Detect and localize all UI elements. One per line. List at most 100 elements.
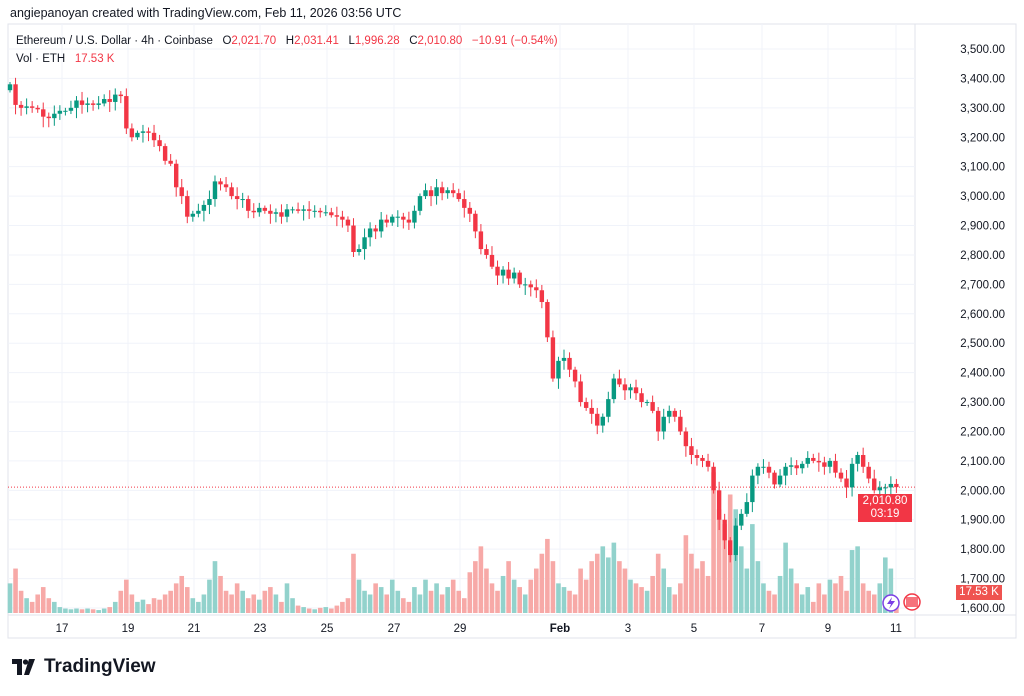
candle-body	[101, 99, 107, 104]
candle-body	[689, 446, 694, 456]
volume-bar	[345, 598, 351, 613]
volume-bar	[888, 568, 894, 613]
candle-body	[412, 210, 417, 223]
volume-bar	[672, 594, 678, 613]
candle-body	[428, 190, 434, 197]
volume-bar	[822, 594, 827, 613]
candle-body	[628, 387, 633, 391]
candle-body	[373, 228, 378, 232]
y-tick-label: 2,200.00	[960, 426, 1005, 438]
symbol-title[interactable]: Ethereum / U.S. Dollar · 4h · Coinbase	[16, 35, 213, 47]
candle-body	[517, 272, 522, 285]
volume-bar	[101, 608, 107, 613]
candle-body	[506, 269, 511, 279]
volume-bar	[40, 587, 46, 613]
x-tick-label: 29	[454, 623, 467, 635]
volume-bar	[788, 568, 794, 613]
y-tick-label: 2,800.00	[960, 250, 1005, 262]
candle-body	[63, 110, 68, 112]
change-value: −10.91 (−0.54%)	[471, 35, 558, 47]
candle-body	[473, 213, 478, 232]
volume-label[interactable]: Vol · ETH	[16, 53, 66, 65]
volume-bar	[46, 598, 52, 613]
candle-body	[423, 190, 428, 197]
candle-body	[794, 465, 799, 469]
volume-bar	[838, 575, 844, 613]
candle-body	[606, 399, 611, 417]
volume-bar	[29, 601, 35, 613]
volume-bar	[412, 587, 417, 613]
candle-body	[877, 487, 882, 491]
volume-bar	[378, 587, 384, 613]
candle-body	[107, 99, 112, 102]
volume-bar	[340, 601, 345, 613]
candle-body	[534, 287, 539, 291]
y-tick-label: 3,500.00	[960, 44, 1005, 56]
volume-bar	[866, 590, 871, 613]
volume-bar	[423, 579, 428, 613]
candle-body	[678, 416, 683, 432]
candle-body	[462, 199, 467, 208]
candle-body	[378, 219, 384, 232]
volume-bar	[367, 594, 373, 613]
volume-bar	[90, 609, 96, 613]
volume-bar	[212, 561, 218, 613]
volume-bar	[606, 557, 611, 613]
candle-body	[246, 199, 251, 211]
candle-body	[644, 402, 650, 404]
candle-body	[722, 519, 727, 541]
volume-bar	[306, 608, 312, 613]
candle-body	[705, 460, 711, 467]
candle-body	[367, 228, 373, 238]
candle-body	[234, 196, 240, 200]
candle-body	[583, 402, 589, 408]
volume-bar	[196, 601, 201, 613]
volume-bar	[68, 609, 74, 613]
volume-bar	[617, 561, 622, 613]
candle-body	[639, 393, 644, 403]
volume-bar	[284, 583, 290, 613]
candle-body	[157, 140, 162, 147]
candle-body	[827, 460, 833, 467]
candle-body	[894, 483, 899, 488]
candle-body	[578, 381, 583, 403]
x-tick-label: 21	[188, 623, 201, 635]
candle-body	[716, 490, 722, 520]
volume-bar	[384, 594, 390, 613]
close-value: 2,010.80	[417, 35, 463, 47]
volume-bar	[467, 572, 473, 613]
candle-body	[362, 237, 367, 250]
volume-bar	[633, 583, 639, 613]
candle-body	[201, 204, 207, 211]
logo-text: TradingView	[44, 656, 156, 677]
candle-body	[118, 94, 123, 97]
candle-body	[838, 472, 844, 479]
candle-body	[356, 249, 362, 253]
ohlc-row: Ethereum / U.S. Dollar · 4h · Coinbase O…	[16, 32, 558, 50]
volume-bar	[489, 583, 495, 613]
candle-body	[240, 199, 245, 201]
volume-bar	[434, 583, 439, 613]
volume-bar	[578, 568, 583, 613]
volume-bar	[168, 590, 173, 613]
candle-body	[151, 132, 157, 141]
candle-body	[700, 457, 705, 461]
volume-bar	[833, 583, 838, 613]
candle-body	[750, 475, 755, 503]
y-tick-label: 2,300.00	[960, 397, 1005, 409]
volume-bar	[783, 542, 788, 613]
candle-body	[711, 466, 716, 491]
candle-body	[207, 199, 212, 205]
volume-bar	[750, 524, 755, 613]
y-tick-label: 2,400.00	[960, 368, 1005, 380]
volume-bar	[52, 601, 57, 613]
candle-body	[334, 215, 340, 217]
volume-bar	[223, 590, 229, 613]
bar-countdown: 03:19	[870, 508, 900, 520]
volume-bar	[234, 583, 240, 613]
tradingview-logo[interactable]: TradingView	[12, 656, 156, 678]
volume-bar	[257, 599, 262, 613]
volume-bar	[655, 553, 661, 613]
volume-bar	[711, 472, 716, 613]
